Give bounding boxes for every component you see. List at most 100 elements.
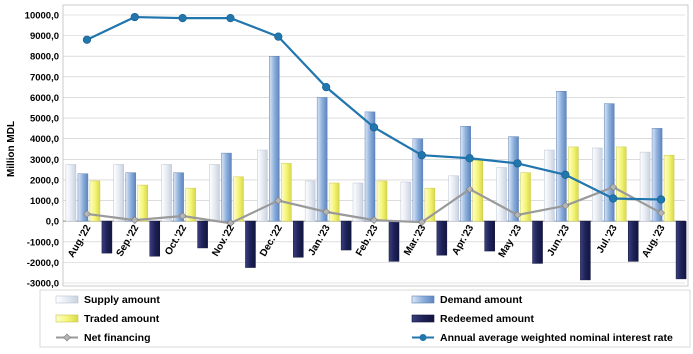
demand-bar	[603, 103, 615, 222]
legend-traded-label: Traded amount	[84, 313, 160, 325]
redeemed-bar	[580, 220, 591, 281]
legend-redeemed-swatch	[411, 314, 435, 323]
demand-bar	[316, 97, 328, 222]
net-financing-point	[226, 219, 235, 228]
interest-rate-point	[561, 170, 570, 179]
x-category-label: Apr.'23	[450, 223, 476, 257]
y-tick-label: 8000,0	[30, 52, 59, 63]
y-tick-label: -1000,0	[27, 237, 59, 248]
x-category-label: Sep.'22	[115, 223, 142, 259]
y-tick-label: 9000,0	[30, 31, 59, 42]
demand-bar	[364, 111, 376, 222]
supply-bar	[209, 164, 220, 222]
net-financing-point	[513, 211, 522, 219]
y-tick-label: 4000,0	[30, 134, 59, 145]
demand-bar	[125, 172, 137, 222]
y-tick-label: -2000,0	[27, 258, 59, 269]
legend-supply-label: Supply amount	[84, 294, 160, 306]
demand-bar	[651, 128, 663, 222]
demand-bar	[556, 91, 567, 222]
redeemed-bar	[675, 220, 687, 280]
legend-demand-swatch	[411, 295, 435, 304]
redeemed-bar	[484, 220, 495, 252]
interest-rate-point	[656, 195, 666, 204]
plot-frame	[62, 4, 689, 287]
demand-bar	[269, 55, 280, 222]
interest-rate-point	[369, 123, 379, 132]
traded-bar	[137, 184, 149, 222]
net-financing-point	[322, 207, 331, 216]
x-category-label: Dec.'22	[258, 223, 285, 259]
x-category-label: Aug.'22	[66, 223, 94, 260]
y-tick-label: 5000,0	[30, 114, 59, 125]
supply-bar	[65, 164, 77, 222]
redeemed-bar	[388, 220, 400, 262]
y-tick-label: 2000,0	[30, 175, 59, 186]
x-category-label: Jun.'23	[545, 223, 572, 258]
redeemed-bar	[101, 220, 113, 254]
supply-bar	[113, 164, 125, 222]
traded-bar	[233, 176, 244, 222]
net-financing-point	[274, 196, 283, 205]
legend-net-financing-label: Net financing	[84, 332, 151, 344]
interest-rate-point	[130, 12, 139, 22]
legend-traded-swatch	[55, 314, 79, 323]
interest-rate-point	[417, 151, 426, 160]
demand-bar	[460, 126, 471, 222]
traded-bar	[424, 187, 436, 222]
demand-bar	[77, 173, 89, 222]
legend-redeemed-label: Redeemed amount	[440, 313, 534, 325]
legend-net-financing-marker	[63, 333, 71, 342]
redeemed-bar	[532, 220, 543, 264]
traded-bar	[328, 182, 340, 222]
interest-rate-point	[465, 154, 474, 163]
x-category-label: May '23	[497, 223, 525, 260]
supply-bar	[591, 147, 603, 222]
redeemed-bar	[245, 220, 256, 268]
net-financing-point	[130, 216, 139, 225]
y-axis-label: Million MDL	[6, 121, 17, 177]
x-category-label: Aug.'23	[640, 223, 668, 260]
y-tick-label: 3000,0	[30, 155, 59, 166]
traded-bar	[281, 163, 292, 222]
supply-bar	[161, 164, 172, 222]
legend-interest-rate-label: Annual average weighted nominal interest…	[440, 332, 673, 344]
redeemed-bar	[340, 220, 352, 251]
redeemed-bar	[627, 220, 639, 262]
supply-bar	[639, 151, 651, 222]
traded-bar	[663, 154, 675, 222]
interest-rate-point	[513, 159, 522, 168]
traded-bar	[568, 146, 579, 222]
y-tick-label: 0,0	[46, 217, 59, 228]
interest-rate-point	[322, 83, 331, 92]
redeemed-bar	[293, 220, 304, 258]
supply-bar	[544, 149, 555, 222]
demand-bar	[173, 172, 184, 222]
interest-rate-point	[82, 35, 92, 44]
x-category-label: Oct.'22	[163, 223, 189, 257]
y-tick-label: 6000,0	[30, 93, 59, 104]
interest-rate-point	[609, 194, 618, 203]
y-tick-label: 7000,0	[30, 72, 59, 83]
supply-bar	[352, 182, 364, 222]
net-financing-point	[465, 185, 474, 194]
traded-bar	[376, 180, 388, 222]
net-financing-point	[561, 201, 570, 210]
interest-rate-point	[226, 13, 235, 23]
net-financing-point	[178, 212, 187, 220]
x-category-label: Jan.'23	[306, 223, 333, 258]
x-category-label: Nov.'22	[210, 223, 237, 259]
traded-bar	[89, 180, 101, 222]
supply-bar	[257, 149, 268, 222]
demand-bar	[221, 152, 232, 222]
redeemed-bar	[197, 220, 208, 249]
redeemed-bar	[149, 220, 161, 257]
net-financing-point	[370, 216, 378, 225]
y-tick-label: 10000,0	[25, 11, 59, 22]
net-financing-point	[609, 183, 618, 192]
traded-bar	[615, 146, 627, 222]
legend-supply-swatch	[55, 295, 79, 304]
supply-bar	[496, 167, 507, 222]
